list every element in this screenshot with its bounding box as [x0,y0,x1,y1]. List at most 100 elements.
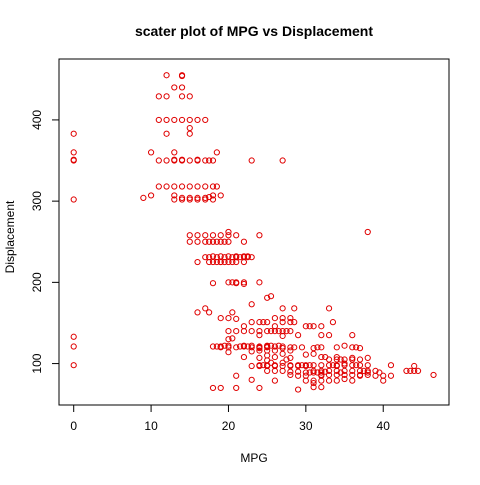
data-point [256,362,263,370]
data-point [298,362,306,369]
data-point [186,232,193,239]
data-point [186,157,193,164]
data-point [414,367,422,374]
data-point [318,369,325,376]
data-point [356,372,364,379]
data-point [209,280,217,287]
data-point [248,376,255,383]
data-point [287,354,294,361]
data-point [70,130,77,137]
data-point [194,232,201,239]
data-point [349,332,356,339]
data-point [236,343,244,350]
data-point [202,232,209,239]
data-point [306,369,313,376]
data-point [233,344,240,351]
data-point [221,342,228,349]
data-point [233,258,240,266]
data-point [260,319,267,326]
data-point [233,327,240,335]
data-point [279,314,286,322]
x-tick-label: 20 [222,419,236,433]
data-point [240,258,248,266]
data-point [225,314,232,322]
data-point [221,238,228,245]
data-points [70,72,437,393]
data-point [171,149,178,156]
data-point [264,319,271,326]
data-point [364,228,371,236]
data-point [202,238,209,245]
data-point [225,228,232,236]
data-point [209,238,217,245]
data-point [341,371,348,379]
data-point [171,157,178,164]
data-point [70,333,77,340]
data-point [306,362,313,369]
data-point [171,192,178,199]
data-point [248,327,255,335]
data-point [229,258,236,266]
data-point [225,327,232,335]
data-point [202,183,209,190]
data-point [260,362,267,369]
data-point [283,356,290,363]
data-point [287,347,294,354]
data-point [310,369,317,376]
data-point [287,368,294,375]
data-point [186,116,193,124]
data-point [70,362,77,369]
data-point [287,327,294,335]
data-point [233,232,240,239]
data-point [298,344,306,351]
data-point [206,258,213,266]
data-point [213,343,220,350]
data-point [356,345,364,352]
data-point [349,367,356,374]
data-point [217,238,224,245]
data-point [217,344,224,351]
data-point [213,238,220,245]
data-point [360,367,367,374]
x-tick-label: 10 [144,419,158,433]
data-point [287,344,294,351]
data-point [202,254,209,261]
data-point [240,327,248,335]
data-point [194,183,201,190]
data-point [264,367,271,374]
data-point [302,377,309,384]
data-point [256,327,263,335]
y-axis-label: Displacement [3,200,17,273]
data-point [256,345,263,352]
data-point [264,294,271,301]
data-point [155,183,162,190]
data-point [140,194,147,201]
data-point [329,362,337,369]
data-point [240,343,248,350]
data-point [318,323,325,330]
data-point [271,314,278,322]
data-point [178,157,186,164]
data-point [70,149,77,156]
y-tick-label: 300 [30,191,44,211]
data-point [194,116,201,124]
data-point [291,344,298,351]
data-point [186,93,193,100]
data-point [178,183,186,190]
data-point [217,192,224,199]
data-point [256,279,263,286]
data-point [236,254,244,261]
data-point [178,196,186,203]
data-point [283,327,290,335]
data-point [318,344,325,351]
data-point [163,130,170,137]
data-point [295,368,302,375]
data-point [310,350,317,357]
data-point [279,305,286,312]
data-point [155,116,162,124]
data-point [209,232,217,239]
data-point [209,343,217,350]
data-point [279,359,286,366]
data-point [186,183,193,190]
